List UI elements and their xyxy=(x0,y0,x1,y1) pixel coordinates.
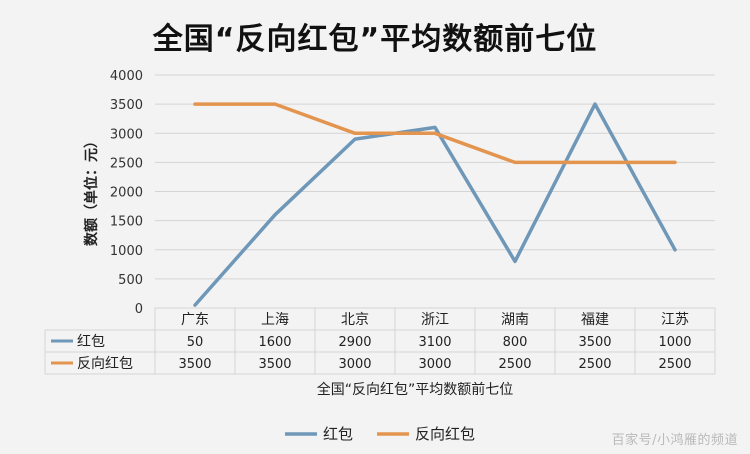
series-lines xyxy=(193,102,677,307)
table-cell-value: 3500 xyxy=(578,335,611,350)
gridlines xyxy=(155,74,715,309)
chart-title: 全国“反向红包”平均数额前七位 xyxy=(152,22,598,57)
y-tick-label: 2000 xyxy=(110,186,143,201)
y-tick-label: 4000 xyxy=(110,69,143,84)
y-tick-label: 1000 xyxy=(110,244,143,259)
x-tick-label: 广东 xyxy=(181,312,209,328)
y-tick-label: 3500 xyxy=(110,98,143,113)
table-cell-value: 2900 xyxy=(338,335,371,350)
table-cell-value: 800 xyxy=(503,335,528,350)
table-cell-value: 1000 xyxy=(658,335,691,350)
table-series-name: 红包 xyxy=(77,334,105,350)
table-cell-value: 3500 xyxy=(258,357,291,372)
x-tick-label: 北京 xyxy=(341,312,369,328)
table-cell-value: 2500 xyxy=(578,357,611,372)
watermark: 百家号/小鸿雁的频道 xyxy=(611,433,738,448)
table-series-name: 反向红包 xyxy=(77,356,133,372)
table-cell-value: 2500 xyxy=(658,357,691,372)
table-cell-value: 3500 xyxy=(178,357,211,372)
table-cell-value: 3100 xyxy=(418,335,451,350)
x-tick-label: 上海 xyxy=(261,312,289,328)
y-tick-label: 2500 xyxy=(110,156,143,171)
y-tick-label: 0 xyxy=(135,302,143,317)
table-cell-value: 2500 xyxy=(498,357,531,372)
y-tick-labels: 0 500 1000 1500 2000 2500 3000 3500 4000 xyxy=(110,69,143,317)
table-cell-value: 1600 xyxy=(258,335,291,350)
x-axis-label: 全国“反向红包”平均数额前七位 xyxy=(317,381,514,398)
x-tick-label: 江苏 xyxy=(661,312,689,328)
series-line xyxy=(193,102,677,307)
legend-label: 红包 xyxy=(323,425,353,443)
y-tick-label: 500 xyxy=(118,273,143,288)
legend: 红包 反向红包 xyxy=(285,425,475,443)
table-cell-value: 3000 xyxy=(338,357,371,372)
x-tick-label: 福建 xyxy=(581,312,609,328)
y-tick-label: 3000 xyxy=(110,127,143,142)
x-tick-label: 湖南 xyxy=(501,312,529,328)
series-line xyxy=(193,102,677,165)
legend-label: 反向红包 xyxy=(415,425,475,443)
y-axis-label: 数额（单位：元） xyxy=(83,134,100,246)
x-tick-label: 浙江 xyxy=(421,312,449,328)
y-tick-label: 1500 xyxy=(110,215,143,230)
table-cell-value: 3000 xyxy=(418,357,451,372)
table-cell-value: 50 xyxy=(187,335,204,350)
